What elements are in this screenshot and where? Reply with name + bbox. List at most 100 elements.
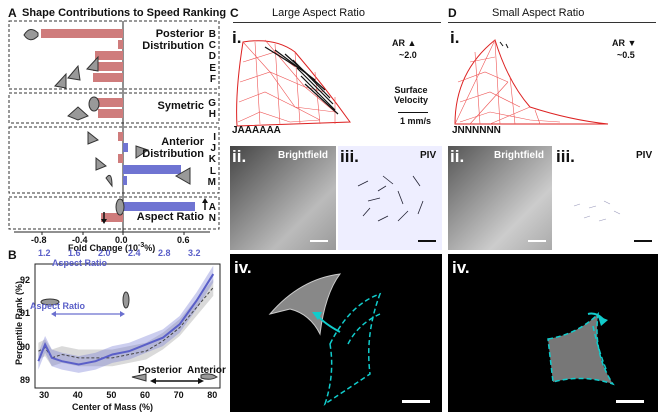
posterior-label: Posterior bbox=[138, 365, 182, 376]
label-ii: ii. bbox=[232, 147, 247, 166]
bar-G bbox=[95, 98, 123, 107]
shape-glyph bbox=[115, 198, 125, 216]
top-tick-label: 2.4 bbox=[128, 248, 141, 258]
bar-B bbox=[41, 29, 123, 38]
shape-glyph bbox=[95, 156, 107, 171]
panel-b-letter: B bbox=[8, 248, 17, 262]
bar-A bbox=[123, 202, 195, 211]
top-tick-label: 2.0 bbox=[98, 248, 111, 258]
shape-glyph bbox=[105, 174, 113, 188]
piv-label: PIV bbox=[636, 150, 653, 161]
shape-glyph bbox=[88, 96, 100, 112]
shape-glyph bbox=[23, 29, 39, 41]
bar-L bbox=[123, 165, 181, 174]
panel-a-xlabel: Fold Change (10-3%) bbox=[68, 242, 156, 253]
top-tick-label: 1.2 bbox=[38, 248, 51, 258]
shape-glyph bbox=[54, 72, 67, 89]
y-tick-label: 92 bbox=[20, 274, 31, 285]
label-ii: ii. bbox=[450, 147, 465, 166]
piv-d: iii. PIV bbox=[554, 146, 658, 250]
mesh-large bbox=[236, 39, 351, 127]
shape-glyph bbox=[40, 298, 60, 306]
panel-d-letter: D bbox=[448, 6, 457, 20]
top-tick-label: 1.6 bbox=[68, 248, 81, 258]
panel-c-title: Large Aspect Ratio bbox=[272, 7, 365, 19]
label-iv: iv. bbox=[452, 258, 470, 277]
row-letter: C bbox=[208, 40, 216, 52]
row-letter: H bbox=[208, 109, 216, 121]
bar-D bbox=[95, 51, 123, 60]
row-letter: K bbox=[208, 154, 216, 166]
speed-label: 1 mm/s bbox=[400, 116, 432, 126]
x-tick-label: 70 bbox=[173, 390, 184, 400]
brightfield-label: Brightfield bbox=[278, 150, 328, 161]
label-i-d: i. bbox=[450, 28, 460, 47]
y-tick-label: 89 bbox=[20, 375, 31, 386]
label-iii: iii. bbox=[340, 147, 359, 166]
group-box-anterior bbox=[8, 126, 220, 194]
row-letter: G bbox=[208, 98, 216, 109]
panel-c-letter: C bbox=[230, 6, 239, 20]
scale-arrow bbox=[398, 112, 428, 113]
panel-b-xlabel: Center of Mass (%) bbox=[72, 402, 154, 412]
bar-M bbox=[123, 176, 127, 185]
panel-b-chart bbox=[34, 263, 221, 389]
bar-C bbox=[118, 40, 123, 49]
group-label-symetric: Symetric bbox=[157, 100, 204, 112]
shape-glyph bbox=[86, 55, 99, 72]
mesh-small bbox=[454, 39, 609, 125]
scale-bar bbox=[634, 240, 652, 242]
code-c: JAAAAAA bbox=[232, 125, 281, 136]
x-tick-label: 80 bbox=[207, 390, 218, 400]
shape-glyph bbox=[67, 106, 89, 121]
ar-label-c: AR ▲ bbox=[392, 38, 417, 48]
top-tick-label: 3.2 bbox=[188, 248, 201, 258]
row-letter: D bbox=[208, 51, 216, 63]
shape-glyph bbox=[131, 373, 147, 382]
bar-J bbox=[123, 143, 128, 152]
row-letter: A bbox=[208, 202, 216, 213]
arrow-up-icon bbox=[202, 198, 208, 203]
panel-a-title: Shape Contributions to Speed Ranking bbox=[22, 7, 227, 19]
piv-label: PIV bbox=[420, 150, 437, 161]
row-letter: M bbox=[207, 176, 216, 188]
top-tick-label: 2.8 bbox=[158, 248, 171, 258]
arrow-down-icon bbox=[101, 219, 107, 224]
fluorescence-c: iv. bbox=[230, 254, 442, 412]
shape-glyph bbox=[122, 291, 130, 309]
y-tick-label: 90 bbox=[20, 341, 31, 352]
x-tick-label: 50 bbox=[106, 390, 117, 400]
tick-label: -0.4 bbox=[72, 235, 88, 245]
x-tick-label: 60 bbox=[140, 390, 151, 400]
brightfield-d: ii. Brightfield bbox=[448, 146, 552, 250]
row-letters-posterior: B C D E F bbox=[206, 29, 216, 85]
bar-H bbox=[98, 109, 123, 118]
brightfield-c: ii. Brightfield bbox=[230, 146, 336, 250]
code-d: JNNNNNN bbox=[452, 125, 501, 136]
panel-a-chart bbox=[8, 20, 220, 235]
bar-N bbox=[101, 213, 123, 222]
row-letters-anterior: I J K L M bbox=[206, 132, 216, 188]
top-axis-label: Aspect Ratio bbox=[52, 258, 108, 268]
x-tick-label: 40 bbox=[72, 390, 83, 400]
row-letter: E bbox=[209, 62, 216, 74]
scale-bar bbox=[402, 400, 430, 403]
fluorescence-d: iv. bbox=[448, 254, 658, 412]
row-letter: L bbox=[209, 165, 216, 177]
x-tick-label: 30 bbox=[39, 390, 50, 400]
row-letters-symetric: G H bbox=[206, 98, 216, 120]
tick-label: 0.0 bbox=[115, 235, 128, 245]
row-letter: I bbox=[213, 132, 216, 143]
scale-bar bbox=[616, 400, 644, 403]
group-box-aspect bbox=[8, 196, 220, 230]
title-underline bbox=[233, 22, 441, 23]
inner-aspect-label: Aspect Ratio bbox=[30, 301, 86, 311]
group-label-anterior: Anterior Distribution bbox=[142, 136, 204, 160]
band-0 bbox=[38, 279, 214, 367]
row-letter: J bbox=[210, 143, 216, 155]
ar-value-d: ~0.5 bbox=[617, 50, 635, 60]
panel-a-letter: A bbox=[8, 6, 17, 20]
scale-bar bbox=[528, 240, 546, 242]
label-iv: iv. bbox=[234, 258, 252, 277]
row-letter: N bbox=[208, 213, 216, 225]
